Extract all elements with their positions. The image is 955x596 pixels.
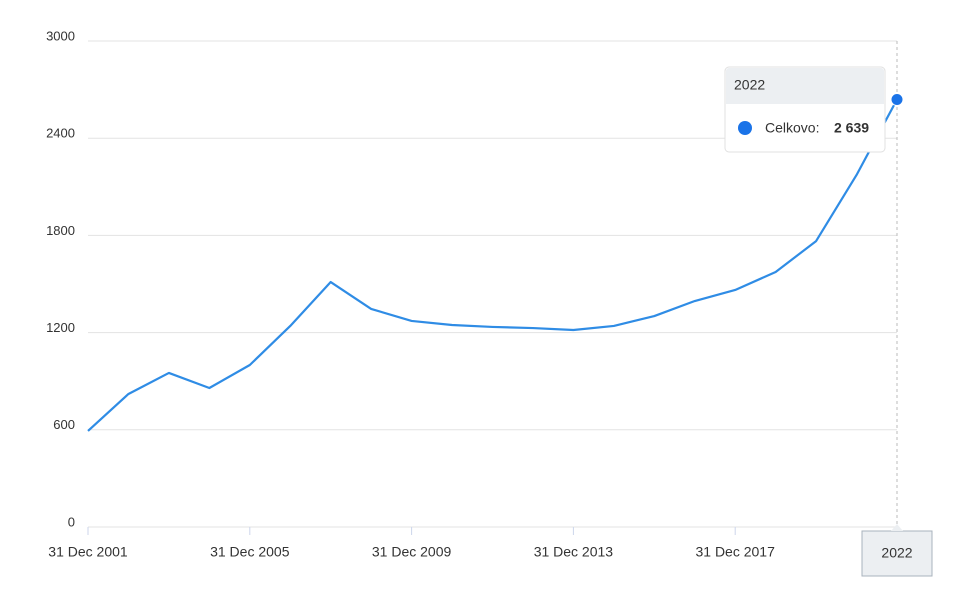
series-line bbox=[87, 98, 898, 432]
tooltip-value: 2 639 bbox=[834, 120, 869, 136]
tooltip-marker bbox=[738, 121, 752, 135]
tooltip-series-name: Celkovo: bbox=[765, 120, 819, 136]
x-hover-label: 2022 bbox=[881, 545, 912, 561]
y-tick-label: 0 bbox=[68, 514, 75, 529]
y-tick-label: 2400 bbox=[46, 126, 75, 141]
x-tick-label: 31 Dec 2017 bbox=[695, 544, 775, 560]
x-hover-label-pointer bbox=[891, 524, 903, 531]
y-tick-label: 600 bbox=[53, 417, 75, 432]
y-tick-label: 1200 bbox=[46, 320, 75, 335]
x-tick-label: 31 Dec 2001 bbox=[48, 544, 128, 560]
x-tick-label: 31 Dec 2013 bbox=[534, 544, 614, 560]
x-hover-label-box bbox=[861, 530, 933, 577]
tooltip-header-bg bbox=[726, 68, 884, 104]
y-tick-label: 3000 bbox=[46, 28, 75, 43]
x-tick-label: 31 Dec 2009 bbox=[372, 544, 452, 560]
hover-point bbox=[890, 92, 904, 106]
tooltip-title: 2022 bbox=[734, 77, 765, 93]
tooltip: 2022 Celkovo: 2 639 bbox=[724, 66, 886, 153]
x-tick-label: 31 Dec 2005 bbox=[210, 544, 290, 560]
y-tick-label: 1800 bbox=[46, 223, 75, 238]
